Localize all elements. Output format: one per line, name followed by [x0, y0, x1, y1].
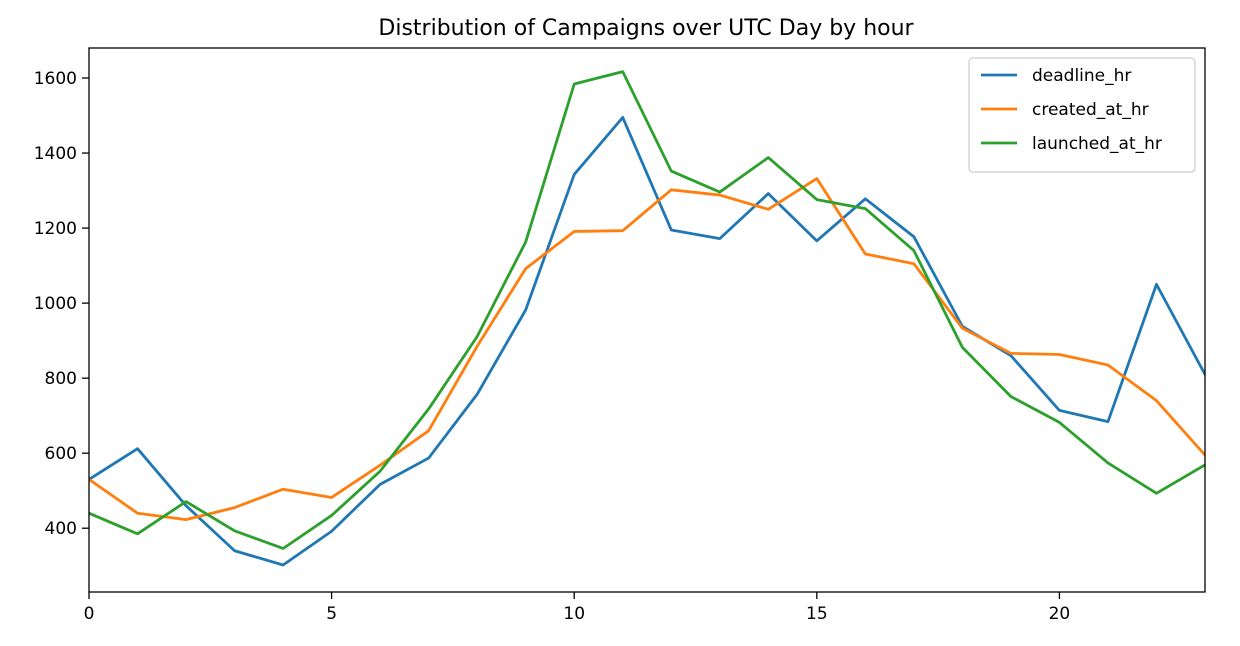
- series-lines: [89, 70, 1205, 567]
- x-tick-label: 0: [84, 604, 95, 624]
- y-tick-label: 1400: [34, 144, 77, 164]
- axes: 0 5 10 15 20 400 600 800 1000 1200 1400 1600: [34, 47, 1206, 624]
- series-line-launched-at-hr: [89, 70, 1205, 550]
- y-tick-label: 800: [45, 369, 77, 389]
- legend-label-created-at-hr: created_at_hr: [1032, 100, 1149, 120]
- legend-box: [968, 57, 1196, 173]
- x-tick-label: 15: [806, 604, 828, 624]
- y-tick-label: 400: [45, 519, 77, 539]
- x-tick-label: 10: [563, 604, 585, 624]
- y-tick-label: 1000: [34, 294, 77, 314]
- x-tick-label: 5: [326, 604, 337, 624]
- y-tick-label: 1200: [34, 219, 77, 239]
- y-tick-label: 600: [45, 444, 77, 464]
- legend-label-launched-at-hr: launched_at_hr: [1032, 134, 1162, 154]
- legend: deadline_hr created_at_hr launched_at_hr: [968, 57, 1196, 173]
- series-line-created-at-hr: [89, 177, 1205, 521]
- chart-title: Distribution of Campaigns over UTC Day b…: [378, 16, 914, 41]
- legend-label-deadline-hr: deadline_hr: [1032, 66, 1131, 86]
- series-line-deadline-hr: [89, 116, 1205, 567]
- y-tick-label: 1600: [34, 69, 77, 89]
- x-tick-label: 20: [1049, 604, 1071, 624]
- plot-frame: [88, 47, 1206, 593]
